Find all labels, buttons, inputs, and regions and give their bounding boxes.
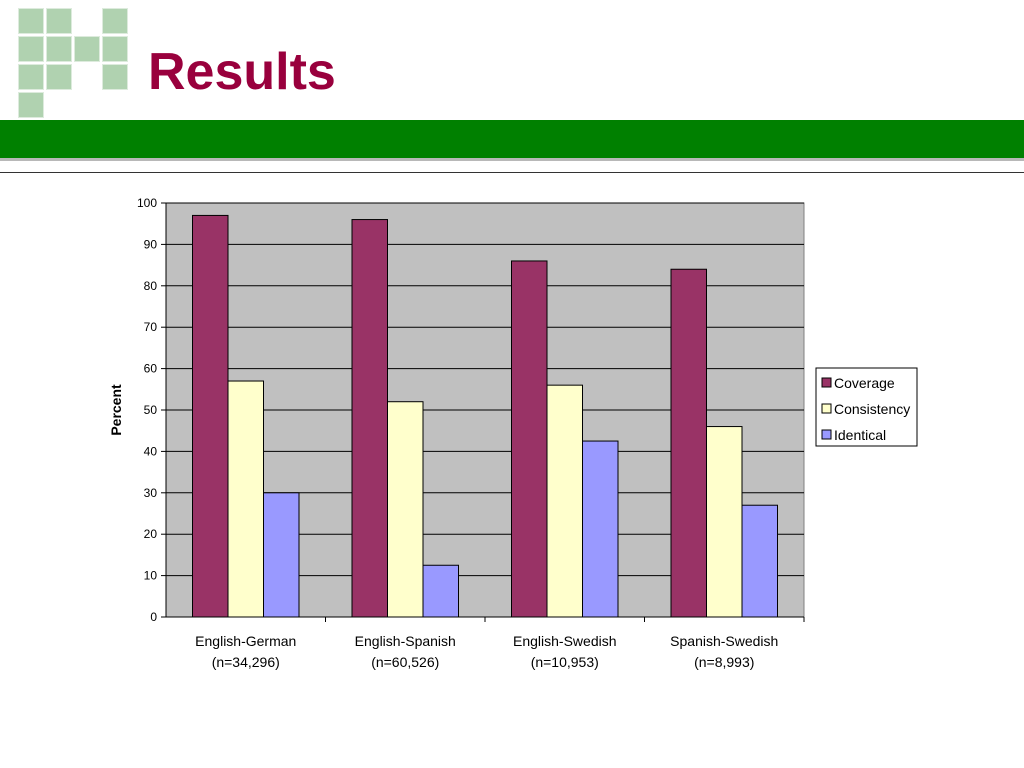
- header-band: [0, 120, 1024, 158]
- legend-label-consistency: Consistency: [834, 401, 910, 417]
- y-tick-label: 50: [144, 403, 158, 417]
- bar-coverage: [670, 268, 707, 618]
- x-category-sublabel: (n=60,526): [371, 654, 439, 670]
- legend-box: [815, 367, 918, 447]
- y-tick-label: 90: [144, 237, 158, 251]
- y-tick-label: 100: [137, 196, 157, 210]
- x-category-label: Spanish-Swedish: [670, 633, 778, 649]
- y-tick-label: 20: [144, 527, 158, 541]
- x-category-sublabel: (n=34,296): [212, 654, 280, 670]
- x-category-label: English-Swedish: [513, 633, 617, 649]
- bar-coverage: [192, 214, 229, 618]
- logo-squares: [18, 8, 128, 118]
- legend-swatch-coverage: [821, 377, 832, 388]
- bar-consistency: [387, 401, 424, 618]
- legend-swatch-consistency: [821, 403, 832, 414]
- y-tick-label: 10: [144, 569, 158, 583]
- header-band-shadow: [0, 156, 1024, 161]
- bar-identical: [741, 504, 778, 618]
- y-tick-label: 40: [144, 444, 158, 458]
- legend-swatch-identical: [821, 429, 832, 440]
- y-tick-label: 30: [144, 486, 158, 500]
- bar-coverage: [351, 219, 388, 618]
- bar-identical: [263, 492, 300, 618]
- legend-label-coverage: Coverage: [834, 375, 895, 391]
- header-rule: [0, 172, 1024, 173]
- bar-identical: [422, 564, 459, 618]
- x-category-sublabel: (n=8,993): [694, 654, 754, 670]
- y-tick-label: 0: [150, 610, 157, 624]
- bar-consistency: [546, 384, 583, 618]
- y-tick-label: 60: [144, 362, 158, 376]
- y-tick-label: 80: [144, 279, 158, 293]
- legend-label-identical: Identical: [834, 427, 886, 443]
- x-category-label: English-Spanish: [355, 633, 456, 649]
- x-category-sublabel: (n=10,953): [531, 654, 599, 670]
- bar-consistency: [227, 380, 264, 618]
- y-axis-title: Percent: [108, 384, 124, 436]
- bar-identical: [582, 440, 619, 618]
- bar-consistency: [706, 426, 743, 618]
- bar-coverage: [511, 260, 548, 618]
- x-category-label: English-German: [195, 633, 296, 649]
- slide-title: Results: [148, 43, 336, 101]
- y-tick-label: 70: [144, 320, 158, 334]
